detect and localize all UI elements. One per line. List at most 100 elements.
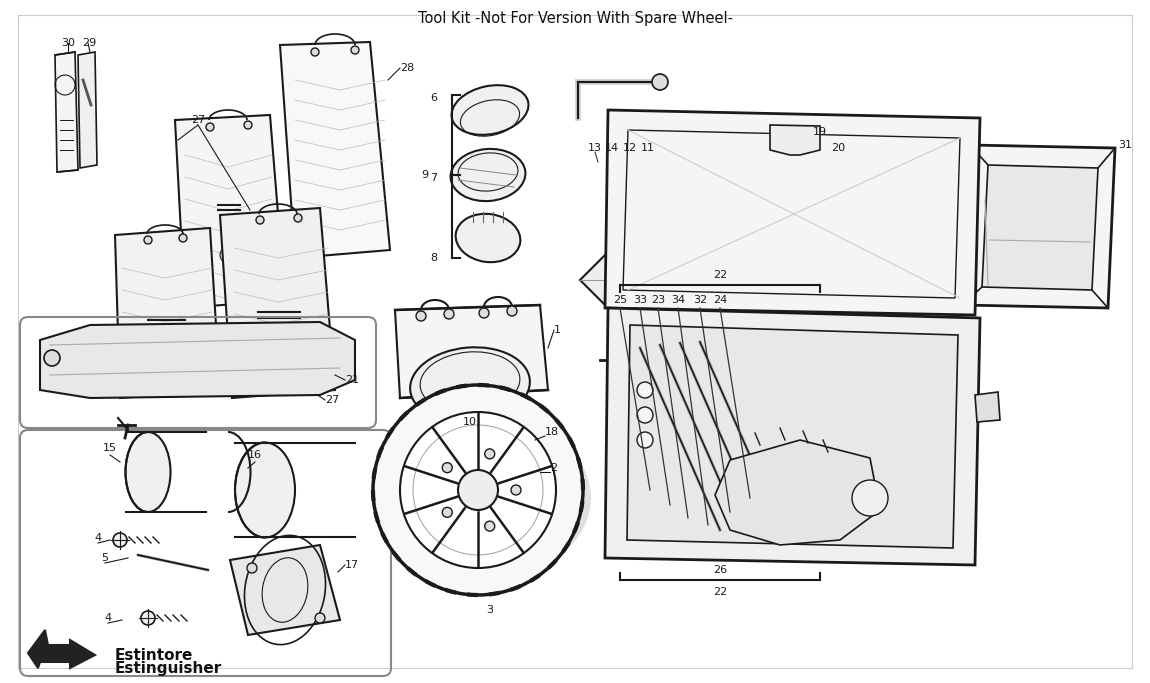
Circle shape — [141, 611, 155, 625]
Polygon shape — [605, 308, 980, 565]
Circle shape — [256, 216, 264, 224]
Text: 34: 34 — [670, 295, 685, 305]
Text: 22: 22 — [713, 587, 727, 597]
Polygon shape — [28, 630, 95, 668]
Circle shape — [485, 521, 494, 531]
Circle shape — [113, 533, 126, 547]
Text: 10: 10 — [463, 417, 477, 427]
Polygon shape — [627, 325, 958, 548]
Text: Estintore: Estintore — [115, 647, 193, 663]
Circle shape — [400, 412, 555, 568]
Circle shape — [144, 236, 152, 244]
Polygon shape — [975, 392, 1000, 422]
Polygon shape — [394, 305, 549, 398]
Polygon shape — [40, 322, 355, 398]
Ellipse shape — [235, 443, 296, 538]
Circle shape — [310, 48, 319, 56]
Text: Tool Kit -Not For Version With Spare Wheel-: Tool Kit -Not For Version With Spare Whe… — [417, 10, 733, 25]
Ellipse shape — [788, 138, 833, 166]
Text: 21: 21 — [345, 375, 359, 385]
Text: 4: 4 — [94, 533, 101, 543]
Text: 4: 4 — [105, 613, 112, 623]
Polygon shape — [175, 115, 285, 308]
Text: 17: 17 — [345, 560, 359, 570]
Text: 9: 9 — [421, 170, 428, 180]
Text: 32: 32 — [693, 295, 707, 305]
Text: 11: 11 — [641, 143, 656, 153]
Polygon shape — [963, 145, 1116, 308]
Circle shape — [652, 74, 668, 90]
Text: 12: 12 — [623, 143, 637, 153]
Circle shape — [44, 350, 60, 366]
Text: 30: 30 — [61, 38, 75, 48]
Polygon shape — [115, 228, 220, 398]
Polygon shape — [78, 52, 97, 168]
Circle shape — [485, 449, 494, 459]
Ellipse shape — [455, 214, 520, 262]
Ellipse shape — [381, 417, 591, 579]
Ellipse shape — [411, 347, 530, 423]
Text: 8: 8 — [430, 253, 437, 263]
Polygon shape — [580, 200, 739, 360]
Text: 18: 18 — [545, 427, 559, 437]
Text: 26: 26 — [713, 565, 727, 575]
Text: Estinguisher: Estinguisher — [115, 660, 222, 675]
Polygon shape — [982, 165, 1098, 290]
Polygon shape — [230, 545, 340, 635]
Circle shape — [637, 432, 653, 448]
Text: 33: 33 — [632, 295, 647, 305]
Circle shape — [351, 46, 359, 54]
Text: 16: 16 — [248, 450, 262, 460]
Circle shape — [294, 214, 302, 222]
Text: 27: 27 — [191, 115, 205, 125]
Text: 25: 25 — [613, 295, 627, 305]
Circle shape — [507, 306, 518, 316]
Polygon shape — [605, 110, 980, 315]
Circle shape — [800, 142, 820, 162]
Circle shape — [444, 309, 454, 319]
Text: 29: 29 — [82, 38, 97, 48]
Circle shape — [637, 407, 653, 423]
Text: 28: 28 — [400, 63, 414, 73]
Circle shape — [443, 462, 452, 473]
Circle shape — [416, 311, 426, 321]
Polygon shape — [715, 440, 880, 545]
Ellipse shape — [451, 149, 526, 201]
Circle shape — [206, 123, 214, 131]
Text: 1: 1 — [554, 325, 561, 335]
Text: 15: 15 — [104, 443, 117, 453]
Text: 14: 14 — [605, 143, 619, 153]
Circle shape — [373, 385, 583, 595]
Circle shape — [748, 208, 792, 252]
Circle shape — [315, 613, 325, 623]
Text: 22: 22 — [713, 270, 727, 280]
Text: 19: 19 — [813, 127, 827, 137]
Circle shape — [244, 121, 252, 129]
Circle shape — [852, 480, 888, 516]
Polygon shape — [220, 208, 335, 398]
Circle shape — [637, 382, 653, 398]
Circle shape — [179, 234, 187, 242]
Ellipse shape — [125, 432, 170, 512]
Text: 6: 6 — [430, 93, 437, 103]
Circle shape — [480, 308, 489, 318]
Text: 23: 23 — [651, 295, 665, 305]
Circle shape — [458, 470, 498, 510]
Text: 20: 20 — [831, 143, 845, 153]
Polygon shape — [770, 125, 820, 155]
Text: 31: 31 — [1118, 140, 1132, 150]
Circle shape — [443, 507, 452, 517]
Circle shape — [511, 485, 521, 495]
Polygon shape — [279, 42, 390, 258]
Text: 2: 2 — [550, 463, 557, 473]
Text: 7: 7 — [430, 173, 437, 183]
Polygon shape — [55, 52, 78, 172]
Text: 5: 5 — [101, 553, 108, 563]
Polygon shape — [745, 148, 886, 302]
Ellipse shape — [452, 85, 529, 135]
Circle shape — [247, 563, 256, 573]
Text: 13: 13 — [588, 143, 601, 153]
Text: 24: 24 — [713, 295, 727, 305]
Text: 3: 3 — [486, 605, 493, 615]
Text: 27: 27 — [325, 395, 339, 405]
